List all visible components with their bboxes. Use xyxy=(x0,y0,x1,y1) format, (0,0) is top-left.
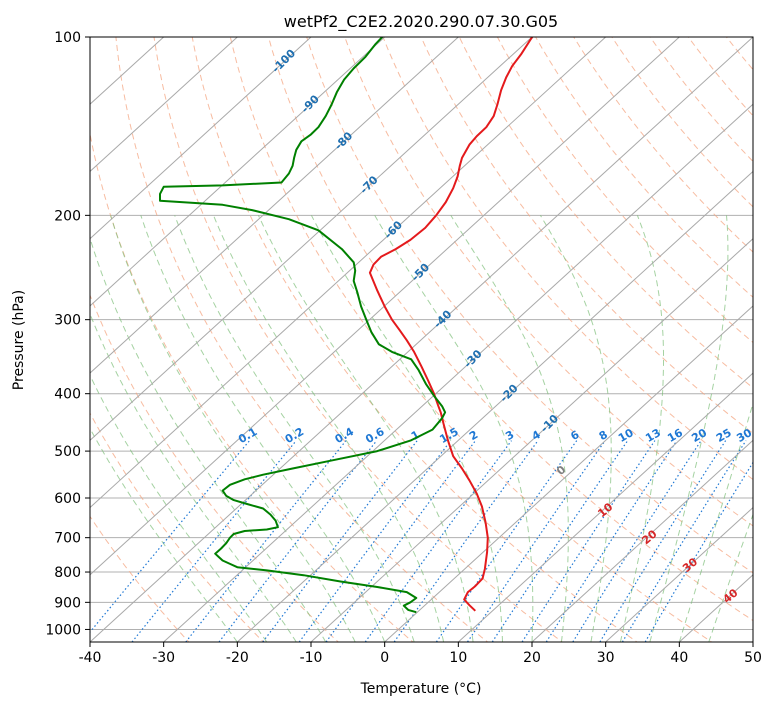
y-tick-label: 700 xyxy=(54,531,81,547)
y-tick-label: 1000 xyxy=(45,622,81,638)
y-axis-ticks: 100 200 300 400 500 600 700 800 900 1000 xyxy=(45,30,90,638)
mixing-ratio-line xyxy=(325,440,476,642)
x-tick-label: 30 xyxy=(597,650,615,666)
mixing-ratio-line xyxy=(572,440,702,642)
moist-adiabat-line xyxy=(140,215,386,642)
mixing-ratio-line xyxy=(521,440,656,642)
dewpoint-profile-line xyxy=(159,37,447,614)
mixing-ratio-line xyxy=(599,440,727,642)
mixing-ratio-line xyxy=(364,440,512,642)
isotherm-line xyxy=(90,37,753,642)
x-tick-label: 40 xyxy=(670,650,688,666)
dry-adiabat-line xyxy=(344,37,753,527)
mixing-ratio-line xyxy=(435,440,578,642)
dry-adiabat-line xyxy=(90,131,414,642)
mixing-ratio-line xyxy=(545,440,678,642)
isotherm-line xyxy=(90,37,312,240)
moist-adiabat-line xyxy=(90,236,327,642)
isotherm-line xyxy=(605,506,753,642)
mixing-ratio-line xyxy=(644,461,753,642)
isotherm-line xyxy=(310,237,753,642)
y-tick-label: 500 xyxy=(54,444,81,460)
x-tick-label: -10 xyxy=(300,650,323,666)
y-tick-label: 800 xyxy=(54,565,81,581)
isotherm-line xyxy=(90,37,386,307)
x-tick-label: 0 xyxy=(380,650,389,666)
isotherm-line xyxy=(90,37,238,173)
isotherm-line xyxy=(90,37,607,509)
x-axis-ticks: -40 -30 -20 -10 0 10 20 30 40 50 xyxy=(79,642,762,666)
dry-adiabat-line xyxy=(229,37,713,642)
isotherm-line xyxy=(90,37,533,442)
moist-adiabat-line xyxy=(110,215,356,642)
dry-adiabat-line xyxy=(267,37,753,622)
isotherm-line xyxy=(457,372,753,642)
isotherm-line xyxy=(163,103,753,642)
y-tick-label: 100 xyxy=(54,30,81,46)
y-axis-title: Pressure (hPa) xyxy=(11,290,27,390)
temperature-profile-line xyxy=(368,37,534,612)
x-tick-label: -30 xyxy=(152,650,175,666)
x-tick-label: 10 xyxy=(449,650,467,666)
dry-adiabat-line xyxy=(306,37,753,574)
chart-title: wetPf2_C2E2.2020.290.07.30.G05 xyxy=(284,12,558,32)
y-tick-label: 900 xyxy=(54,595,81,611)
x-tick-label: 50 xyxy=(744,650,762,666)
isotherm-line xyxy=(531,439,753,642)
x-tick-label: 20 xyxy=(523,650,541,666)
y-tick-label: 400 xyxy=(54,387,81,403)
dry-adiabat-line xyxy=(535,37,753,298)
x-tick-label: -40 xyxy=(79,650,102,666)
moist-adiabat-line xyxy=(90,374,268,642)
moist-adiabat-line xyxy=(374,215,534,642)
isotherm-line xyxy=(90,37,680,576)
data-series xyxy=(159,37,534,614)
moist-adiabat-line xyxy=(619,215,664,642)
mixing-ratio-line xyxy=(466,440,606,642)
background-guide-lines xyxy=(90,37,753,642)
isotherm-line xyxy=(384,305,753,642)
mixing-ratio-line xyxy=(90,440,251,633)
mixing-ratio-line xyxy=(131,440,297,642)
moist-adiabat-line xyxy=(213,215,445,642)
moist-adiabat-line xyxy=(90,427,238,642)
moist-adiabat-line xyxy=(90,312,297,642)
dry-adiabat-line xyxy=(191,37,638,642)
x-axis-title: Temperature (°C) xyxy=(360,681,482,697)
mixing-ratio-line xyxy=(491,440,629,642)
y-tick-label: 300 xyxy=(54,313,81,329)
moist-adiabat-line xyxy=(539,215,612,642)
x-tick-label: -20 xyxy=(226,650,249,666)
moist-adiabat-line xyxy=(450,215,569,642)
mixing-ratio-line xyxy=(218,440,378,642)
dry-adiabat-line xyxy=(90,293,339,642)
isotherm-line xyxy=(90,37,459,374)
dry-adiabat-line xyxy=(90,412,265,642)
moist-adiabat-line xyxy=(257,215,474,642)
y-tick-label: 600 xyxy=(54,491,81,507)
y-tick-label: 200 xyxy=(54,208,81,224)
dry-adiabat-line xyxy=(115,37,489,642)
plot-frame xyxy=(89,36,754,643)
isotherm-line xyxy=(236,170,753,642)
mixing-ratio-line xyxy=(621,440,747,642)
